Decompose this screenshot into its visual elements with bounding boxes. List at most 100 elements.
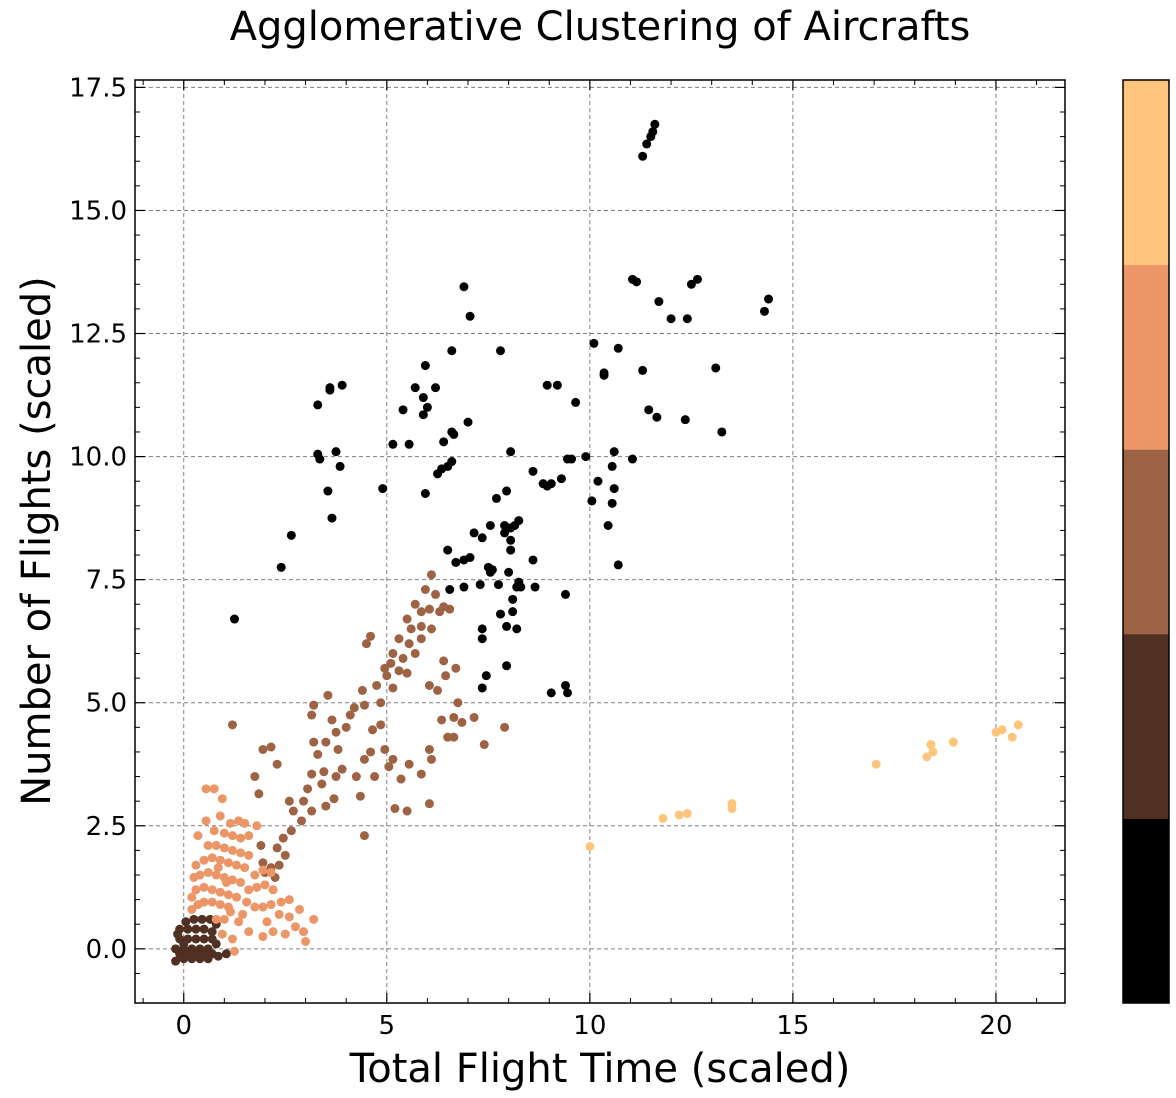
scatter-point (337, 764, 347, 774)
scatter-point (502, 661, 512, 671)
scatter-point (333, 744, 343, 754)
scatter-point (219, 843, 229, 853)
scatter-point (402, 614, 412, 624)
scatter-point (319, 767, 329, 777)
scatter-point (179, 939, 189, 949)
scatter-point (416, 769, 426, 779)
scatter-point (221, 949, 231, 959)
scatter-point (654, 297, 664, 307)
scatter-point (276, 897, 286, 907)
scatter-point (717, 427, 727, 437)
scatter-point (215, 811, 225, 821)
scatter-point (203, 840, 213, 850)
scatter-point (437, 715, 447, 725)
scatter-point (309, 914, 319, 924)
scatter-point (508, 607, 518, 617)
scatter-point (301, 936, 311, 946)
scatter-point (516, 582, 526, 592)
scatter-point (682, 314, 692, 324)
scatter-point (313, 400, 323, 410)
scatter-point (225, 907, 235, 917)
scatter-point (441, 671, 451, 681)
scatter-point (479, 740, 489, 750)
scatter-point (922, 752, 932, 762)
scatter-point (404, 759, 414, 769)
scatter-point (307, 806, 317, 816)
scatter-point (191, 949, 201, 959)
scatter-point (632, 277, 642, 287)
scatter-point (272, 843, 282, 853)
scatter-point (528, 555, 538, 565)
scatter-point (227, 845, 237, 855)
scatter-point (223, 858, 233, 868)
scatter-point (398, 653, 408, 663)
scatter-point (445, 584, 455, 594)
scatter-point (571, 397, 581, 407)
scatter-point (638, 365, 648, 375)
scatter-point (469, 528, 479, 538)
scatter-point (410, 648, 420, 658)
scatter-point (213, 863, 223, 873)
scatter-point (189, 914, 199, 924)
scatter-point (451, 557, 461, 567)
scatter-point (217, 794, 227, 804)
scatter-point (211, 870, 221, 880)
scatter-point (424, 744, 434, 754)
scatter-point (406, 624, 416, 634)
scatter-point (232, 860, 242, 870)
scatter-point (439, 437, 449, 447)
scatter-point (567, 454, 577, 464)
scatter-point (284, 912, 294, 922)
scatter-point (552, 380, 562, 390)
scatter-point (485, 521, 495, 531)
x-tick-label: 10 (573, 1011, 606, 1041)
scatter-point (420, 584, 430, 594)
scatter-point (171, 956, 181, 966)
scatter-point (201, 784, 211, 794)
scatter-point (266, 868, 276, 878)
scatter-point (236, 877, 246, 887)
scatter-point (420, 489, 430, 499)
scatter-point (209, 784, 219, 794)
scatter-point (368, 725, 378, 735)
scatter-point (252, 882, 262, 892)
scatter-point (431, 589, 441, 599)
scatter-point (638, 151, 648, 161)
scatter-point (209, 826, 219, 836)
scatter-point (337, 380, 347, 390)
scatter-point (227, 831, 237, 841)
scatter-point (207, 927, 217, 937)
scatter-point (250, 870, 260, 880)
scatter-point (496, 346, 506, 356)
scatter-point (359, 754, 369, 764)
scatter-point (587, 496, 597, 506)
scatter-point (331, 772, 341, 782)
x-tick-label: 15 (776, 1011, 809, 1041)
scatter-point (477, 683, 487, 693)
scatter-point (402, 806, 412, 816)
scatter-point (680, 415, 690, 425)
scatter-point (376, 698, 386, 708)
scatter-point (426, 754, 436, 764)
scatter-point (215, 855, 225, 865)
scatter-point (650, 119, 660, 129)
scatter-point (258, 858, 268, 868)
scatter-point (948, 737, 958, 747)
scatter-point (692, 274, 702, 284)
scatter-point (197, 914, 207, 924)
scatter-point (199, 924, 209, 934)
scatter-point (351, 772, 361, 782)
scatter-point (258, 902, 268, 912)
scatter-point (431, 383, 441, 393)
scatter-point (658, 813, 668, 823)
scatter-point (589, 338, 599, 348)
scatter-point (266, 742, 276, 752)
scatter-point (560, 589, 570, 599)
scatter-point (317, 779, 327, 789)
scatter-point (199, 882, 209, 892)
scatter-point (418, 410, 428, 420)
scatter-point (463, 417, 473, 427)
scatter-point (236, 848, 246, 858)
scatter-point (491, 493, 501, 503)
